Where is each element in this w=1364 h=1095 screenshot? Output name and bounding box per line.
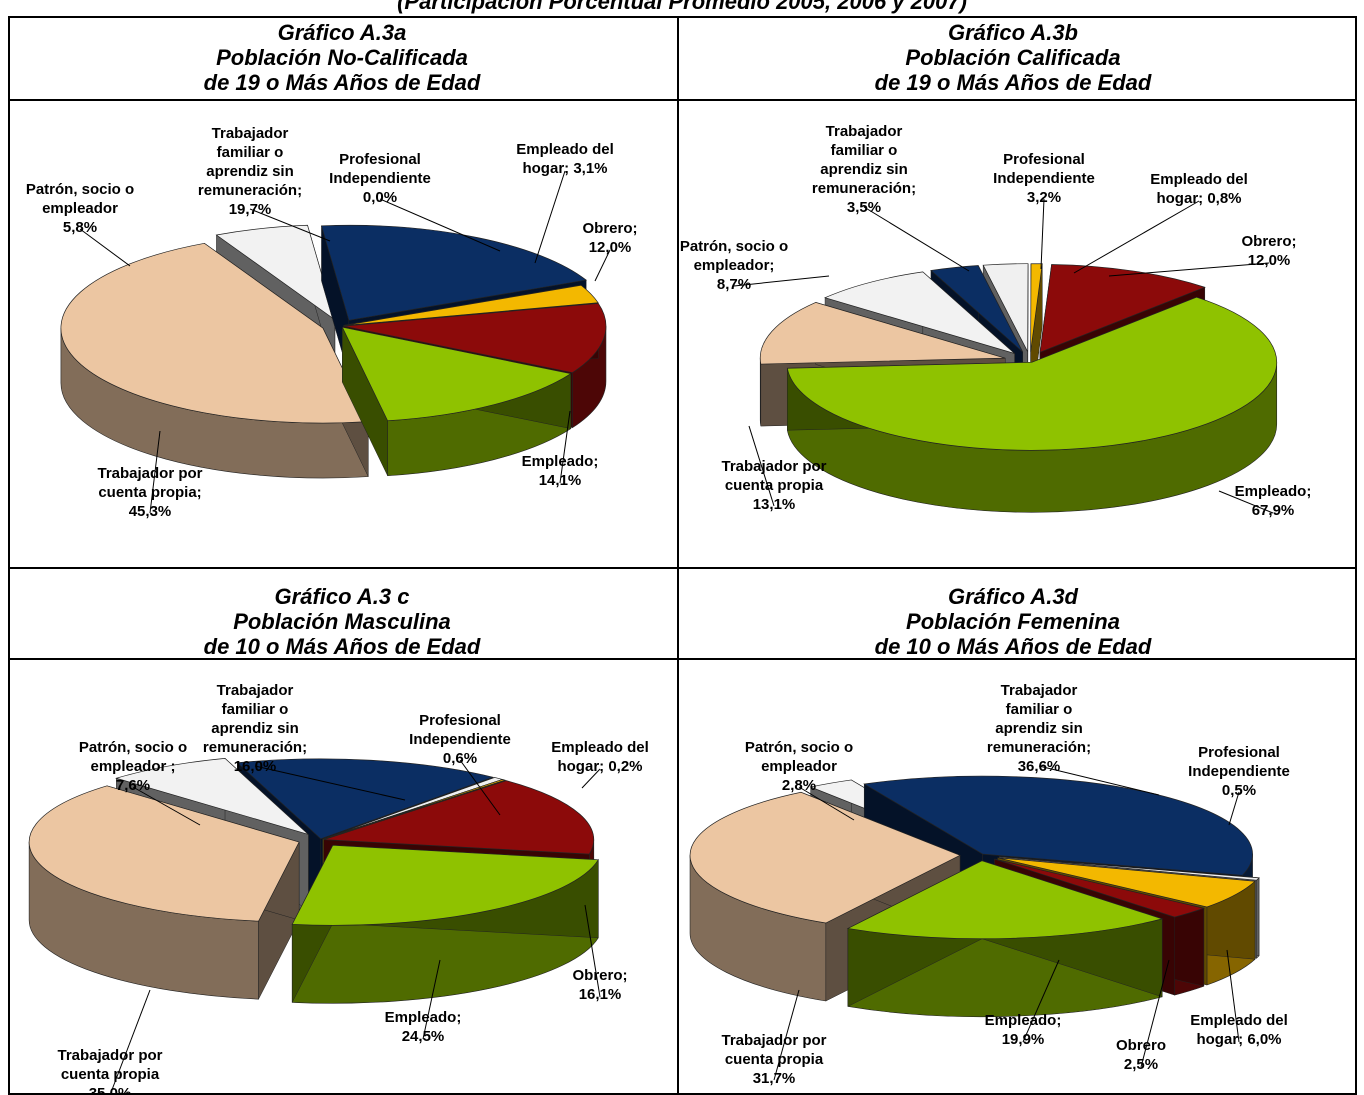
panel-title-b: Gráfico A.3b Población Calificada de 19 … [679, 20, 1347, 95]
data-label-trabajador-familiar-o-aprendiz-sin-remuneracion: Trabajador familiar o aprendiz sin remunera… [198, 125, 302, 218]
data-label-empleado-del-hogar: Empleado del hogar; 0,8% [1150, 171, 1248, 207]
leader-line-trabajador-familiar-o-aprendiz-sin-remuneracion [864, 207, 969, 271]
data-label-empleado-del-hogar: Empleado del hogar; 0,2% [551, 739, 649, 775]
data-label-obrero: Obrero; 16,1% [572, 967, 627, 1003]
data-label-patron-socio-o-empleador: Patrón, socio o empleador; 8,7% [680, 238, 788, 293]
panel-title-d: Gráfico A.3d Población Femenina de 10 o … [679, 584, 1347, 659]
pie-slice-empleado [292, 845, 598, 1003]
panel-title-a: Gráfico A.3a Población No-Calificada de … [8, 20, 676, 95]
data-label-empleado-del-hogar: Empleado del hogar; 6,0% [1190, 1012, 1288, 1048]
data-label-empleado-del-hogar: Empleado del hogar; 3,1% [516, 141, 614, 177]
leader-line-empleado-del-hogar [535, 171, 565, 263]
pie-chart-a: Trabajador familiar o aprendiz sin remunera… [10, 101, 677, 567]
panel-title-c-line1: Gráfico A.3 c [8, 584, 676, 609]
pie-chart-b: Trabajador familiar o aprendiz sin remunera… [679, 101, 1355, 567]
panel-title-a-line2: Población No-Calificada [8, 45, 676, 70]
panel-title-d-line2: Población Femenina [679, 609, 1347, 634]
panel-title-b-line1: Gráfico A.3b [679, 20, 1347, 45]
leader-line-profesional-independiente [1041, 199, 1044, 269]
leader-line-empleado-del-hogar [1074, 201, 1199, 273]
grid-divider-middle [8, 567, 1357, 569]
data-label-trabajador-por-cuenta-propia: Trabajador por cuenta propia 35,0% [57, 1047, 162, 1095]
data-label-obrero: Obrero; 12,0% [582, 220, 637, 256]
data-label-profesional-independiente: Profesional Independiente 0,5% [1188, 744, 1290, 799]
data-label-profesional-independiente: Profesional Independiente 3,2% [993, 151, 1095, 206]
data-label-trabajador-por-cuenta-propia: Trabajador por cuenta propia 13,1% [721, 458, 826, 513]
panel-title-c-line2: Población Masculina [8, 609, 676, 634]
panel-title-a-line3: de 19 o Más Años de Edad [8, 70, 676, 95]
panel-title-d-line1: Gráfico A.3d [679, 584, 1347, 609]
panel-title-c-line3: de 10 o Más Años de Edad [8, 634, 676, 659]
data-label-empleado: Empleado; 19,9% [985, 1012, 1062, 1048]
data-label-trabajador-familiar-o-aprendiz-sin-remuneracion: Trabajador familiar o aprendiz sin remunera… [812, 123, 916, 216]
data-label-profesional-independiente: Profesional Independiente 0,6% [409, 712, 511, 767]
pie-chart-c: Trabajador familiar o aprendiz sin remunera… [10, 660, 677, 1095]
data-label-obrero: Obrero; 12,0% [1241, 233, 1296, 269]
pie-chart-d: Trabajador familiar o aprendiz sin remunera… [679, 660, 1355, 1095]
data-label-empleado: Empleado; 14,1% [522, 453, 599, 489]
data-label-profesional-independiente: Profesional Independiente 0,0% [329, 151, 431, 206]
page-title: (Participación Porcentual Promedio 2005,… [0, 0, 1364, 15]
data-label-patron-socio-o-empleador: Patrón, socio o empleador 5,8% [26, 181, 134, 236]
panel-title-b-line2: Población Calificada [679, 45, 1347, 70]
panel-title-b-line3: de 19 o Más Años de Edad [679, 70, 1347, 95]
panel-title-c: Gráfico A.3 c Población Masculina de 10 … [8, 584, 676, 659]
data-label-trabajador-familiar-o-aprendiz-sin-remuneracion: Trabajador familiar o aprendiz sin remunera… [987, 682, 1091, 775]
data-label-empleado: Empleado; 67,9% [1235, 483, 1312, 519]
panel-title-d-line3: de 10 o Más Años de Edad [679, 634, 1347, 659]
panel-title-a-line1: Gráfico A.3a [8, 20, 676, 45]
leader-line-obrero [1109, 263, 1269, 276]
data-label-trabajador-por-cuenta-propia: Trabajador por cuenta propia; 45,3% [97, 465, 202, 520]
data-label-trabajador-por-cuenta-propia: Trabajador por cuenta propia 31,7% [721, 1032, 826, 1087]
data-label-empleado: Empleado; 24,5% [385, 1009, 462, 1045]
data-label-obrero: Obrero 2,5% [1116, 1037, 1166, 1073]
